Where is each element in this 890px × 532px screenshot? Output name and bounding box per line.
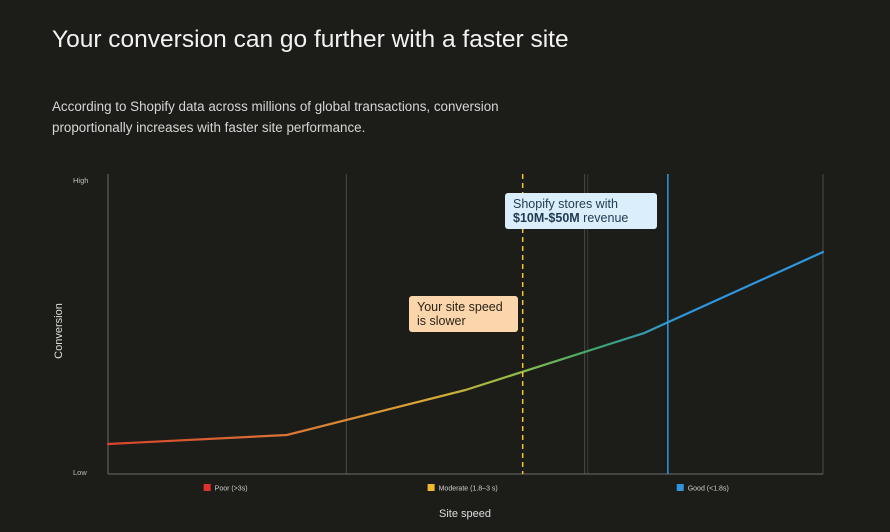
series-line: [106, 250, 825, 446]
legend-swatch-2: [427, 484, 435, 491]
legend-swatch-1: [203, 484, 211, 491]
legend-item-3: Good (<1.8s): [676, 484, 729, 493]
legend-item-1: Poor (>3s): [203, 484, 248, 493]
revenue-range: $10M-$50M: [513, 211, 580, 225]
segment-legend: Poor (>3s) Moderate (1.8–3 s) Good (<1.8s): [203, 484, 729, 493]
page-title: Your conversion can go further with a fa…: [52, 26, 569, 53]
y-tick-low: Low: [73, 468, 87, 477]
legend-label-2: Moderate (1.8–3 s): [439, 486, 498, 493]
legend-swatch-3: [676, 484, 684, 491]
your-site-speed-callout: Your site speed is slower: [409, 296, 518, 332]
revenue-suffix: revenue: [579, 211, 629, 225]
y-tick-high: High: [73, 176, 88, 185]
legend-item-2: Moderate (1.8–3 s): [427, 484, 498, 493]
page-subtitle: According to Shopify data across million…: [52, 99, 499, 135]
your-site-speed-label: Your site speed is slower: [417, 300, 503, 328]
shopify-stores-label-line1: Shopify stores with: [513, 197, 618, 211]
shopify-stores-label-line2: $10M-$50M revenue: [513, 211, 649, 225]
shopify-stores-callout: Shopify stores with $10M-$50M revenue: [505, 193, 657, 229]
legend-label-1: Poor (>3s): [215, 486, 248, 493]
legend-label-3: Good (<1.8s): [688, 486, 729, 493]
x-axis-label: Site speed: [439, 508, 491, 520]
y-axis-label: Conversion: [53, 303, 65, 359]
